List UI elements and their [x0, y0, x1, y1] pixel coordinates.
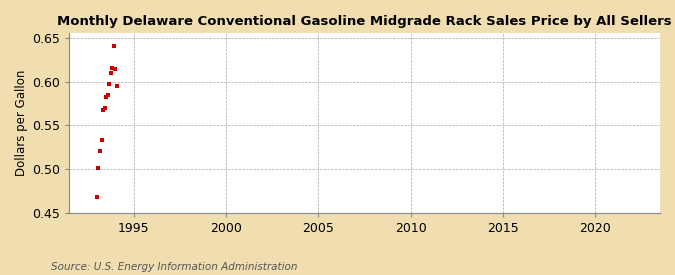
Text: Source: U.S. Energy Information Administration: Source: U.S. Energy Information Administ…	[51, 262, 297, 271]
Point	[107, 66, 117, 71]
Point	[99, 106, 110, 110]
Point	[102, 93, 113, 97]
Y-axis label: Dollars per Gallon: Dollars per Gallon	[15, 70, 28, 177]
Point	[101, 94, 111, 99]
Point	[96, 137, 107, 142]
Title: Monthly Delaware Conventional Gasoline Midgrade Rack Sales Price by All Sellers: Monthly Delaware Conventional Gasoline M…	[57, 15, 672, 28]
Point	[95, 149, 105, 153]
Point	[105, 71, 116, 75]
Point	[98, 108, 109, 112]
Point	[109, 43, 119, 48]
Point	[111, 84, 122, 88]
Point	[104, 82, 115, 86]
Point	[93, 166, 104, 171]
Point	[110, 67, 121, 72]
Point	[92, 194, 103, 199]
